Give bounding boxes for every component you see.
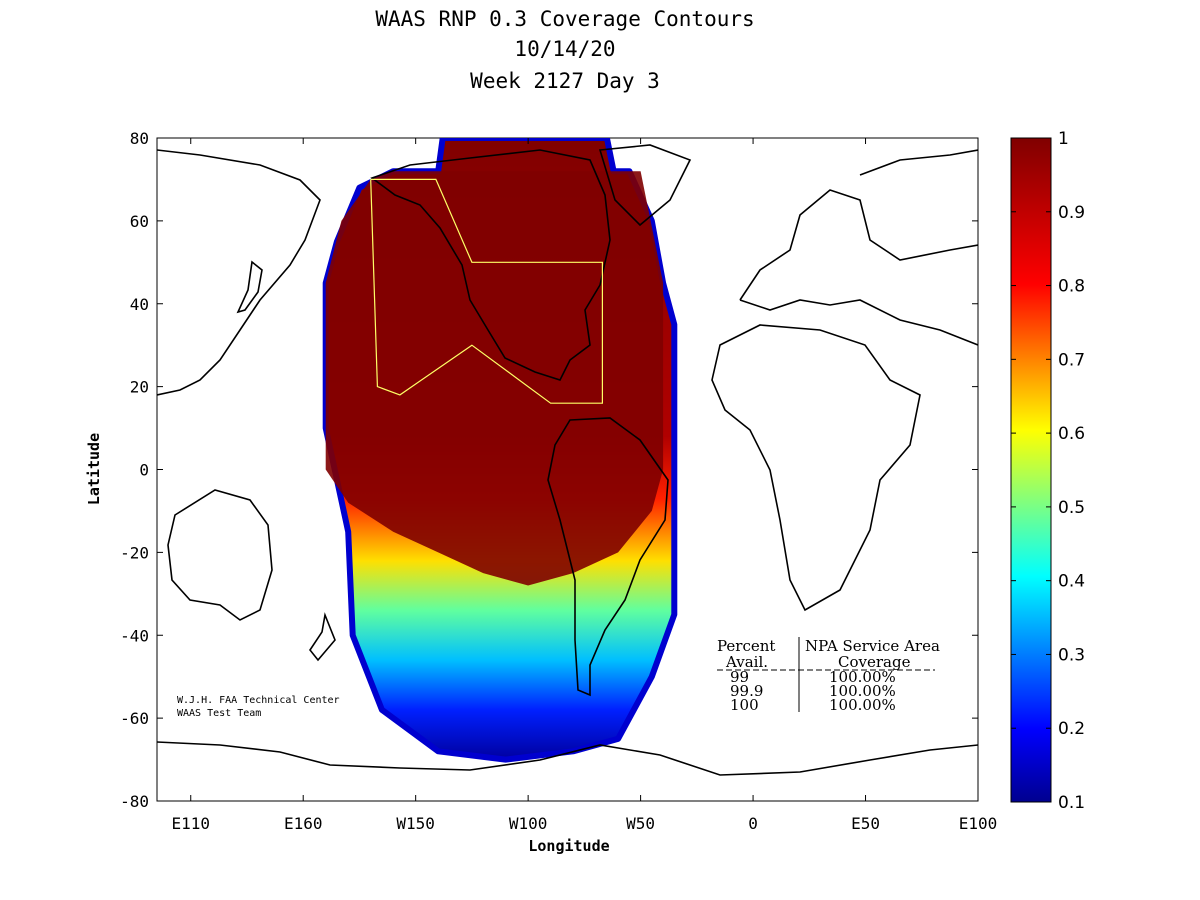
credit-line-1: W.J.H. FAA Technical Center [177, 695, 340, 706]
x-tick-label: E50 [851, 814, 880, 833]
x-tick-label: W50 [626, 814, 655, 833]
table-row-1-avail: 99 [730, 668, 749, 686]
credit-line-2: WAAS Test Team [177, 708, 261, 719]
colorbar-tick-label: 0.3 [1058, 645, 1085, 665]
y-tick-label: 0 [139, 461, 149, 480]
table-row-3-coverage: 100.00% [829, 696, 896, 714]
x-tick-label: E160 [284, 814, 323, 833]
colorbar-ticks: 1 0.9 0.8 0.7 0.6 0.5 0.4 0.3 0.2 0.1 [1011, 129, 1085, 813]
x-tick-label: W100 [509, 814, 548, 833]
coast-asia [157, 149, 978, 396]
y-axis: 80 60 40 20 0 -20 -40 -60 -80 [120, 129, 978, 811]
coast-greenland [598, 144, 692, 227]
colorbar-tick-label: 0.4 [1058, 572, 1085, 592]
colorbar-tick-label: 0.7 [1058, 350, 1085, 370]
table-header-percent: Percent [717, 637, 775, 655]
coastlines [157, 144, 978, 776]
colorbar-tick-label: 0.1 [1058, 793, 1085, 813]
npa-service-area-boundary [370, 178, 604, 404]
coast-japan [236, 260, 263, 314]
y-tick-label: 40 [130, 295, 149, 314]
coast-antarctica [157, 741, 978, 776]
coast-australia [167, 489, 273, 621]
coverage-core [325, 171, 664, 586]
coast-north-america [370, 149, 611, 381]
coast-new-zealand [309, 612, 336, 662]
x-axis-label: Longitude [528, 837, 609, 855]
x-tick-label: E100 [959, 814, 998, 833]
chart-title-line-3: Week 2127 Day 3 [470, 69, 660, 93]
coverage-contours [322, 138, 678, 763]
table-subheader-avail: Avail. [725, 653, 768, 671]
colorbar [1010, 137, 1052, 803]
colorbar-tick-label: 0.9 [1058, 203, 1085, 223]
coast-africa [711, 324, 921, 612]
y-tick-label: -80 [120, 792, 149, 811]
coast-europe [739, 189, 978, 346]
x-tick-label: W150 [396, 814, 435, 833]
colorbar-tick-label: 0.6 [1058, 424, 1085, 444]
y-tick-label: 60 [130, 212, 149, 231]
x-tick-label: E110 [171, 814, 210, 833]
table-row-1-coverage: 100.00% [829, 668, 896, 686]
colorbar-tick-label: 0.5 [1058, 498, 1085, 518]
table-row-3-avail: 100 [730, 696, 759, 714]
colorbar-tick-label: 1 [1058, 129, 1069, 149]
table-header-coverage: NPA Service Area [805, 637, 940, 655]
colorbar-tick-label: 0.8 [1058, 277, 1085, 297]
y-tick-label: -20 [120, 543, 149, 562]
y-tick-label: 80 [130, 129, 149, 148]
y-tick-label: -40 [120, 626, 149, 645]
table-row-2-coverage: 100.00% [829, 682, 896, 700]
availability-table: Percent NPA Service Area Avail. Coverage… [717, 637, 940, 714]
credits: W.J.H. FAA Technical Center WAAS Test Te… [177, 695, 340, 719]
y-tick-label: -60 [120, 709, 149, 728]
x-tick-label: 0 [748, 814, 758, 833]
y-axis-label: Latitude [85, 433, 103, 505]
chart-title-line-1: WAAS RNP 0.3 Coverage Contours [375, 7, 755, 31]
colorbar-tick-label: 0.2 [1058, 719, 1085, 739]
table-subheader-coverage: Coverage [838, 653, 911, 671]
coast-south-america [547, 417, 669, 697]
y-tick-label: 20 [130, 378, 149, 397]
table-row-2-avail: 99.9 [730, 682, 763, 700]
x-axis: E110 E160 W150 W100 W50 0 E50 E100 [171, 138, 997, 833]
chart-title-line-2: 10/14/20 [514, 37, 616, 61]
